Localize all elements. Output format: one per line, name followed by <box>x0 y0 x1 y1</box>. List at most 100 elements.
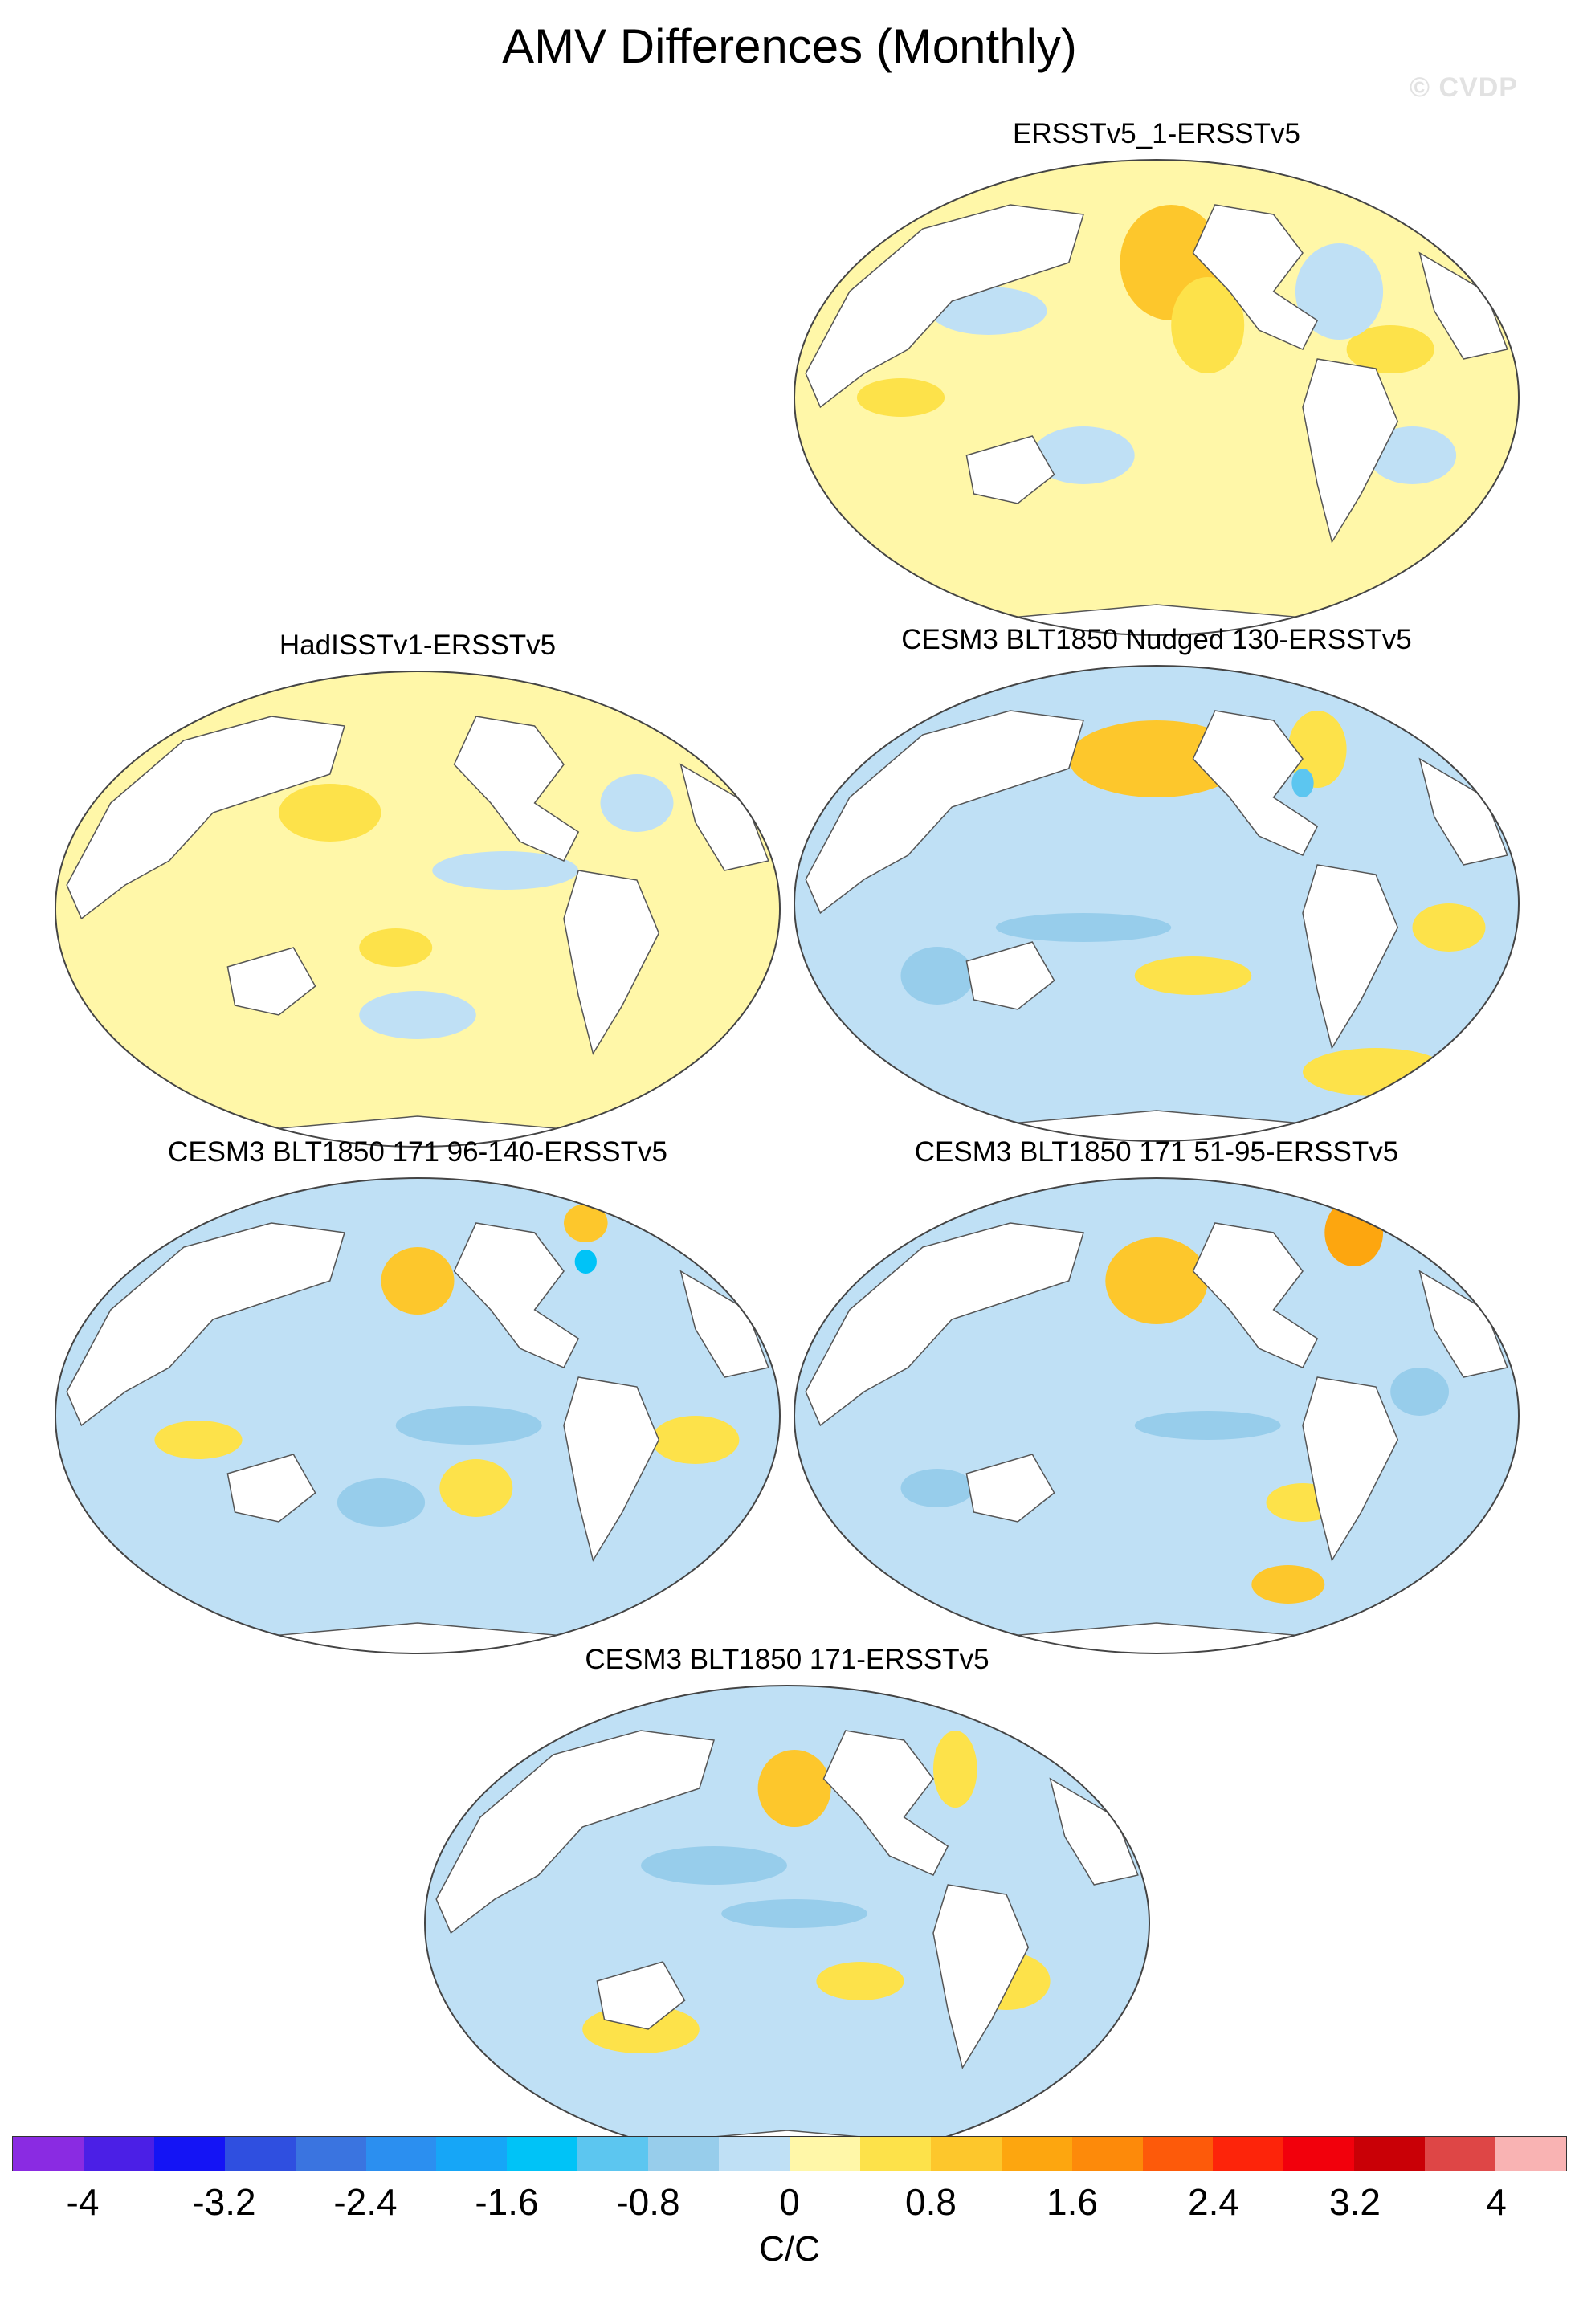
map-panel: HadISSTv1-ERSSTv5 <box>52 628 783 1158</box>
anomaly-region <box>154 1421 243 1459</box>
colorbar-box <box>1283 2137 1355 2171</box>
colorbar-tick-label: 1.6 <box>1047 2181 1098 2223</box>
colorbar-box <box>1142 2137 1214 2171</box>
colorbar <box>12 2136 1567 2171</box>
colorbar-box <box>719 2137 790 2171</box>
landmass <box>805 204 1084 409</box>
colorbar-box <box>1071 2137 1143 2171</box>
landmass <box>66 1222 345 1427</box>
colorbar-box <box>507 2137 578 2171</box>
figure-title: AMV Differences (Monthly) <box>502 19 1077 73</box>
landmass <box>563 870 660 1055</box>
colorbar-tick-label: -0.8 <box>616 2181 680 2223</box>
landmass <box>1049 1777 1139 1886</box>
landmass <box>435 1730 715 1935</box>
anomaly-region <box>856 378 945 417</box>
panel-title: CESM3 BLT1850 171 51-95-ERSSTv5 <box>914 1136 1399 1168</box>
map-panel: CESM3 BLT1850 171 51-95-ERSSTv5 <box>791 1135 1522 1665</box>
anomaly-region <box>564 1204 608 1242</box>
landmass <box>1418 1270 1508 1378</box>
anomaly-region <box>337 1478 426 1527</box>
colorbar-tick-label: -2.4 <box>333 2181 398 2223</box>
landmass <box>1302 864 1399 1050</box>
anomaly-region <box>1032 426 1135 484</box>
anomaly-region <box>1346 325 1434 373</box>
colorbar-box <box>577 2137 649 2171</box>
colorbar-tick-label: -3.2 <box>192 2181 256 2223</box>
anomaly-region <box>600 774 674 832</box>
anomaly-region <box>359 991 476 1039</box>
map-panel: CESM3 BLT1850 171 96-140-ERSSTv5 <box>52 1135 783 1665</box>
anomaly-region <box>1068 720 1245 797</box>
colorbar-units: C/C <box>759 2229 820 2269</box>
anomaly-region <box>641 1846 787 1885</box>
colorbar-box <box>13 2137 84 2171</box>
landmass <box>679 763 769 871</box>
landmass <box>965 1454 1055 1523</box>
landmass <box>1192 204 1319 350</box>
anomaly-region <box>1171 277 1245 373</box>
landmass <box>965 435 1055 504</box>
landmass <box>932 1884 1030 2069</box>
colorbar-tick-label: 4 <box>1486 2181 1507 2223</box>
landmass <box>563 1376 660 1562</box>
world-map <box>794 1177 1520 1654</box>
anomaly-region <box>651 1416 740 1464</box>
anomaly-region <box>1390 1368 1449 1416</box>
anomaly-region <box>1105 1237 1208 1324</box>
landmass <box>226 947 316 1016</box>
anomaly-region <box>359 928 433 967</box>
anomaly-region <box>816 1962 904 2000</box>
anomaly-region <box>1412 903 1486 952</box>
anomaly-region <box>933 1731 977 1808</box>
panel-title: HadISSTv1-ERSSTv5 <box>279 630 557 661</box>
colorbar-box <box>224 2137 296 2171</box>
colorbar-tick-label: -4 <box>66 2181 100 2223</box>
anomaly-region <box>900 947 974 1005</box>
panel-title: CESM3 BLT1850 171 96-140-ERSSTv5 <box>168 1136 667 1168</box>
colorbar-box <box>1425 2137 1496 2171</box>
colorbar-ticks: -4 -3.2 -2.4 -1.6 -0.8 0 0.8 1.6 2.4 3.2 4 <box>0 2180 1579 2228</box>
anomaly-region <box>1134 956 1252 995</box>
landmass <box>66 716 345 920</box>
anomaly-region <box>279 784 381 842</box>
colorbar-box <box>436 2137 508 2171</box>
map-outline <box>55 1177 781 1654</box>
colorbar-box <box>648 2137 720 2171</box>
landmass <box>1418 251 1508 360</box>
anomaly-region <box>432 851 579 890</box>
anomaly-region <box>395 1406 542 1445</box>
colorbar-tick-label: 0.8 <box>905 2181 957 2223</box>
anomaly-region <box>1295 243 1384 340</box>
anomaly-region <box>721 1899 868 1928</box>
colorbar-tick-label: 2.4 <box>1188 2181 1239 2223</box>
landmass <box>1302 1376 1399 1562</box>
landmass <box>822 1730 949 1876</box>
colorbar-box <box>1001 2137 1072 2171</box>
anomaly-region <box>1134 1411 1281 1440</box>
world-map <box>55 671 781 1148</box>
colorbar-tick-label: 0 <box>779 2181 800 2223</box>
landmass <box>453 1222 580 1368</box>
anomaly-region <box>1251 1565 1325 1604</box>
colorbar-box <box>859 2137 931 2171</box>
world-map <box>794 665 1520 1142</box>
map-panel: ERSSTv5_1-ERSSTv5 <box>791 116 1522 646</box>
colorbar-box <box>295 2137 366 2171</box>
map-panel: CESM3 BLT1850 171-ERSSTv5 <box>422 1642 1153 2172</box>
map-outline <box>794 159 1520 636</box>
landmass <box>1192 1222 1319 1368</box>
panel-title: ERSSTv5_1-ERSSTv5 <box>1013 118 1300 149</box>
colorbar-box <box>83 2137 154 2171</box>
watermark: © CVDP <box>1410 72 1518 103</box>
anomaly-region <box>381 1247 455 1315</box>
landmass <box>1302 358 1399 544</box>
landmass <box>226 1454 316 1523</box>
colorbar-box <box>1213 2137 1284 2171</box>
anomaly-region <box>1368 426 1457 484</box>
colorbar-box <box>1495 2137 1566 2171</box>
world-map <box>424 1685 1150 2162</box>
colorbar-box <box>789 2137 860 2171</box>
anomaly-region <box>757 1750 831 1827</box>
landmass <box>805 710 1084 915</box>
